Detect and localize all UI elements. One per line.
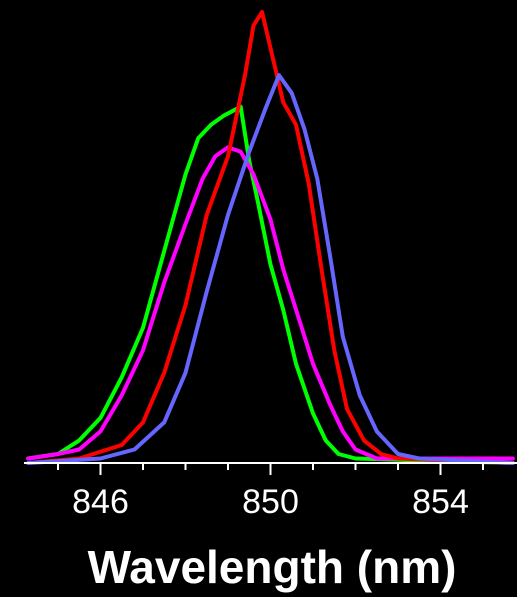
x-tick-label: 854 xyxy=(412,483,469,521)
x-tick-label: 850 xyxy=(242,483,299,521)
series-line-2 xyxy=(26,145,515,461)
series-layer xyxy=(26,10,515,465)
series-line-4 xyxy=(26,73,515,465)
x-axis-labels: 846 850 854 xyxy=(72,483,469,521)
x-axis-title: Wavelength (nm) xyxy=(88,541,457,593)
x-axis xyxy=(24,462,517,475)
x-tick-label: 846 xyxy=(72,483,129,521)
series-line-1 xyxy=(26,104,515,465)
series-line-3 xyxy=(26,10,515,465)
